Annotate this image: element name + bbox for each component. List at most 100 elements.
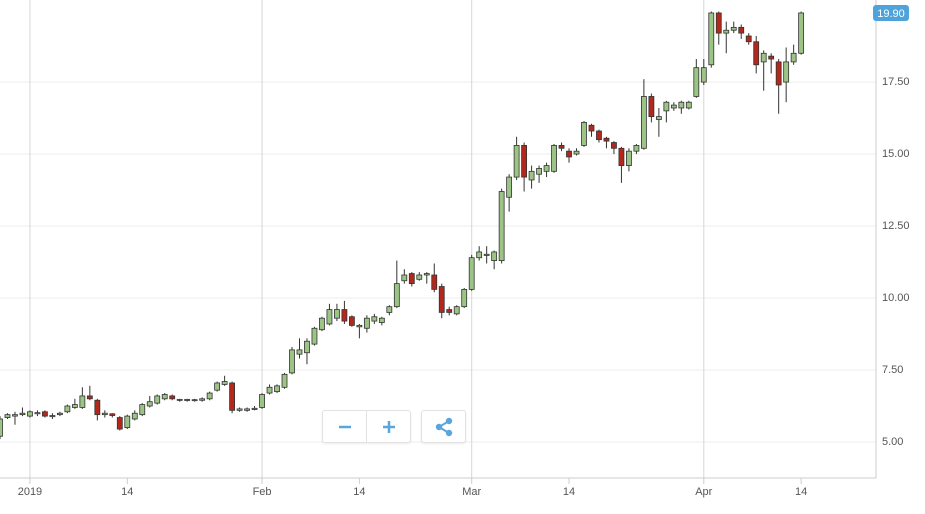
candle-body — [633, 145, 640, 152]
candle-body — [274, 385, 280, 393]
x-tick-label: 2019 — [18, 486, 42, 498]
candle-body — [551, 145, 557, 172]
zoom-in-button[interactable] — [366, 411, 410, 442]
candle-body — [670, 104, 677, 109]
y-tick-label: 7.50 — [882, 364, 903, 376]
candle-body — [154, 395, 161, 404]
last-price-badge — [873, 4, 909, 21]
zoom-out-button[interactable] — [323, 411, 366, 442]
candle-body — [453, 306, 460, 315]
candle-body — [648, 96, 655, 118]
x-tick-label: 14 — [353, 486, 365, 498]
candle-body — [139, 404, 146, 416]
candle-body — [116, 417, 123, 430]
last-price-label: 19.90 — [877, 8, 905, 20]
candle-body — [491, 251, 498, 261]
candle-body — [221, 381, 228, 385]
candle-body — [341, 309, 348, 322]
candle-body — [49, 415, 56, 418]
candle-body — [468, 257, 475, 290]
zoom-group — [322, 410, 411, 443]
x-tick-label: 14 — [795, 486, 807, 498]
candle-body — [161, 394, 168, 400]
candle-body — [461, 288, 468, 308]
candle-body — [64, 405, 71, 413]
candle-body — [281, 373, 288, 388]
candle-body — [783, 61, 790, 83]
share-group — [421, 410, 466, 443]
candle-body — [12, 414, 18, 417]
candle-body — [521, 145, 528, 178]
candle-body — [798, 12, 805, 54]
candle-body — [753, 41, 760, 66]
candle-body — [498, 191, 505, 261]
candle-body — [79, 395, 86, 408]
candle-body — [56, 412, 63, 416]
candle-body — [730, 26, 737, 31]
candle-body — [266, 386, 273, 394]
candle-body — [386, 306, 393, 313]
candle-body — [506, 176, 513, 198]
candle-body — [745, 35, 752, 43]
x-tick-label: Apr — [695, 486, 712, 498]
candle-body — [124, 415, 131, 429]
candle-body — [214, 382, 221, 391]
candle-body — [528, 170, 535, 181]
y-tick-label: 5.00 — [882, 436, 903, 448]
candle-body — [663, 101, 670, 112]
candle-body — [251, 407, 258, 410]
candle-body — [700, 67, 707, 83]
candle-body — [483, 253, 490, 256]
y-tick-label: 12.50 — [882, 220, 910, 232]
candle-body — [0, 418, 3, 437]
candle-body — [191, 399, 198, 402]
candle-body — [319, 317, 325, 331]
candle-body — [558, 145, 565, 149]
candle-body — [199, 398, 206, 401]
candle-body — [34, 412, 41, 415]
x-tick-label: Feb — [253, 486, 272, 498]
y-tick-label: 10.00 — [882, 292, 910, 304]
candle-body — [71, 404, 78, 408]
candle-body — [573, 150, 580, 155]
candle-body — [4, 414, 11, 418]
candle-body — [543, 165, 550, 172]
candle-body — [581, 121, 587, 146]
x-tick-label: 14 — [563, 486, 575, 498]
candle-body — [513, 145, 520, 178]
candle-body — [431, 274, 438, 290]
candle-body — [101, 412, 108, 416]
x-tick-label: 14 — [121, 486, 133, 498]
candle-body — [19, 412, 26, 416]
y-tick-label: 15.00 — [882, 148, 910, 160]
candle-body — [655, 116, 662, 120]
candle-body — [760, 52, 767, 63]
candle-body — [393, 283, 400, 308]
candle-body — [348, 316, 355, 326]
candle-body — [229, 382, 236, 411]
candle-body — [536, 168, 542, 175]
candle-body — [244, 408, 250, 411]
candle-body — [184, 398, 191, 401]
candle-body — [446, 309, 453, 313]
candle-body — [685, 101, 692, 109]
candle-body — [603, 137, 610, 142]
candle-body — [738, 26, 745, 34]
candle-body — [416, 274, 423, 280]
candle-body — [408, 273, 415, 285]
candle-body — [723, 29, 730, 34]
candle-body — [363, 317, 370, 329]
candle-body — [588, 124, 595, 132]
candle-body — [611, 142, 617, 149]
candle-body — [259, 394, 265, 408]
plus-icon — [382, 420, 395, 433]
candle-body — [640, 96, 647, 149]
candle-body — [775, 61, 782, 86]
share-button[interactable] — [422, 411, 465, 442]
candle-body — [206, 392, 213, 400]
candle-body — [356, 324, 363, 328]
candle-body — [304, 340, 310, 354]
candle-body — [768, 55, 775, 60]
